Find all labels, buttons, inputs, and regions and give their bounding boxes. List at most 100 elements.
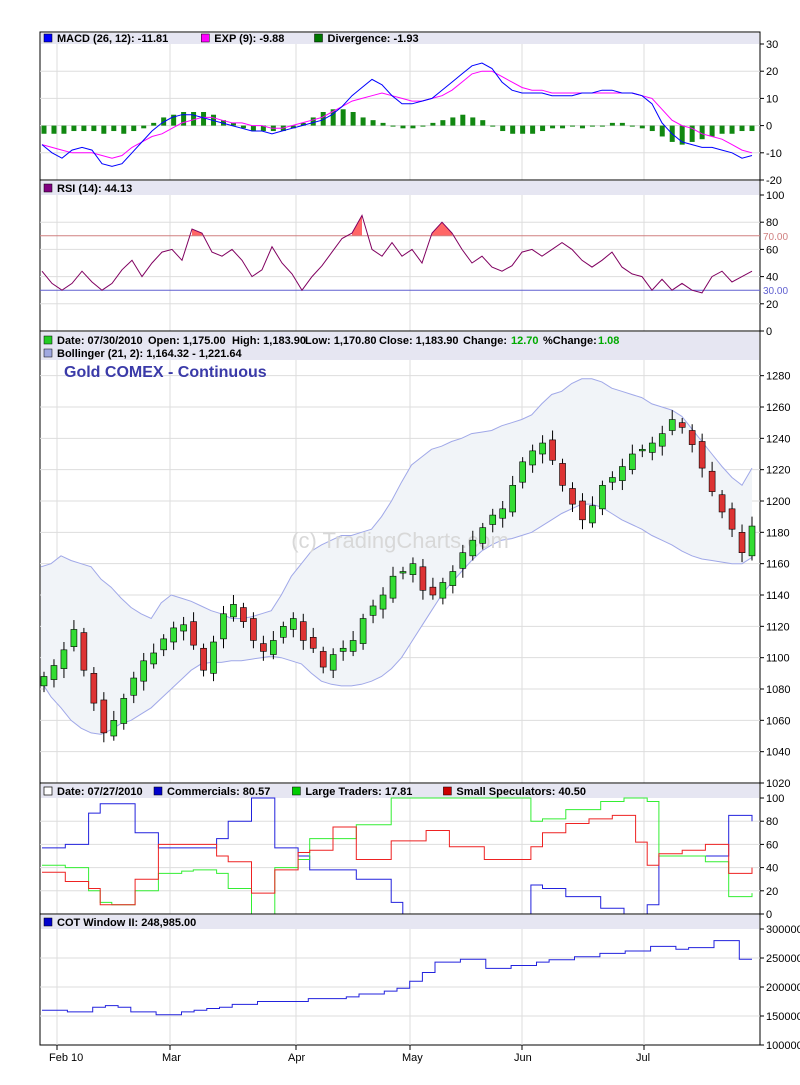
ytick-label: 1260 (766, 402, 790, 414)
legend-swatch-1 (201, 33, 210, 43)
legend-label-0: RSI (14): 44.13 (57, 183, 132, 195)
divergence-bar (201, 112, 207, 126)
divergence-bar (629, 125, 635, 127)
divergence-bar (240, 125, 246, 129)
candle-body (549, 439, 556, 461)
ytick-label: 150000 (766, 1011, 800, 1023)
legend-label-0: MACD (26, 12): -11.81 (57, 33, 168, 45)
ytick-label: 1120 (766, 621, 790, 633)
ytick-label: 1080 (766, 684, 790, 696)
candle-body (639, 448, 646, 452)
candle-body (409, 563, 417, 575)
xtick-label: Jul (636, 1052, 650, 1064)
cot-panel: 100 80 60 40 20 0 Date: 07/27/2010 Commercial… (39, 782, 784, 921)
candle-body (579, 500, 586, 521)
candle-body (299, 621, 307, 641)
candle-body (210, 641, 217, 674)
hdr-pct-label: %Change: (543, 335, 597, 347)
divergence-bar (111, 125, 117, 132)
candle-body (50, 665, 58, 680)
ytick-label: -20 (766, 175, 782, 187)
candle-body (619, 466, 626, 481)
candle-body (479, 527, 487, 544)
divergence-bar (410, 125, 416, 129)
candle-body (130, 677, 138, 696)
hdr-low: Low: 1,170.80 (305, 335, 377, 347)
candle-body (170, 627, 177, 643)
divergence-bar (520, 125, 526, 134)
candle-body (698, 441, 706, 469)
candle-body (609, 477, 616, 483)
divergence-bar (500, 125, 506, 132)
ytick-label: 80 (766, 816, 778, 828)
ytick-label: 1160 (766, 559, 790, 571)
ytick-label: 100 (766, 793, 784, 805)
candle-body (489, 514, 497, 525)
candle-body (270, 640, 277, 655)
divergence-bar (699, 125, 705, 140)
candle-body (429, 586, 437, 596)
candle-body (140, 660, 148, 682)
macd-line (41, 62, 753, 167)
hdr-change-label: Change: (463, 335, 507, 347)
candle-body (519, 461, 526, 483)
legend-label-0: Commercials: 80.57 (167, 786, 270, 798)
ytick-label: 0 (766, 909, 772, 921)
divergence-bar (121, 125, 127, 134)
ytick-label: 0 (766, 121, 772, 133)
divergence-bar (370, 120, 376, 126)
divergence-bar (330, 109, 336, 126)
rsi-overbought-fill (192, 229, 202, 236)
cot-window-line (42, 940, 752, 1016)
candle-body (389, 575, 397, 599)
divergence-bar (71, 125, 77, 132)
chart-title: Gold COMEX - Continuous (64, 364, 267, 381)
candle-body (678, 422, 686, 428)
cot-line-2 (42, 814, 753, 906)
candle-body (339, 647, 347, 652)
candle-body (359, 618, 367, 644)
divergence-bar (181, 112, 187, 126)
ytick-label: 100 (766, 190, 784, 202)
candle-body (230, 604, 237, 618)
divergence-bar (320, 112, 326, 126)
candle-body (150, 652, 157, 665)
candle-body (289, 618, 297, 630)
bollinger-lower (40, 503, 753, 735)
divergence-bar (689, 125, 695, 142)
candle-body (539, 442, 546, 455)
divergence-bar (41, 125, 47, 134)
divergence-bar (400, 125, 406, 129)
price-panel: (c) TradingCharts.com 1280 1260 1240 1220 12… (39, 330, 790, 790)
candle-body (419, 566, 427, 591)
candle-body (459, 552, 467, 569)
divergence-bar (609, 122, 615, 126)
candle-body (648, 442, 656, 453)
ytick-label: 1060 (766, 715, 790, 727)
cot-date: Date: 07/27/2010 (57, 786, 143, 798)
legend-swatch-0 (43, 917, 53, 927)
divergence-bar (360, 117, 366, 126)
divergence-bar (570, 125, 576, 127)
candle-body (559, 463, 566, 486)
divergence-bar (91, 125, 97, 132)
legend-label-1: EXP (9): -9.88 (214, 33, 284, 45)
price-header: Date: 07/30/2010 Open: 1,175.00 High: 1,… (43, 335, 619, 360)
hdr-change-value: 12.70 (511, 335, 539, 347)
candle-body (190, 621, 197, 646)
ytick-label: 1280 (766, 371, 790, 383)
ytick-label: 1100 (766, 653, 790, 665)
candle-body (708, 470, 716, 492)
candle-body (599, 485, 606, 510)
divergence-bar (709, 125, 715, 137)
candle-body (319, 651, 327, 668)
divergence-bar (659, 125, 665, 137)
rsi-line (41, 214, 753, 294)
divergence-bar (101, 125, 107, 134)
watermark: (c) TradingCharts.com (291, 528, 509, 553)
divergence-bar (81, 125, 87, 132)
candle-body (240, 607, 247, 622)
legend-label-0: COT Window II: 248,985.00 (57, 917, 196, 929)
candle-body (329, 654, 337, 671)
